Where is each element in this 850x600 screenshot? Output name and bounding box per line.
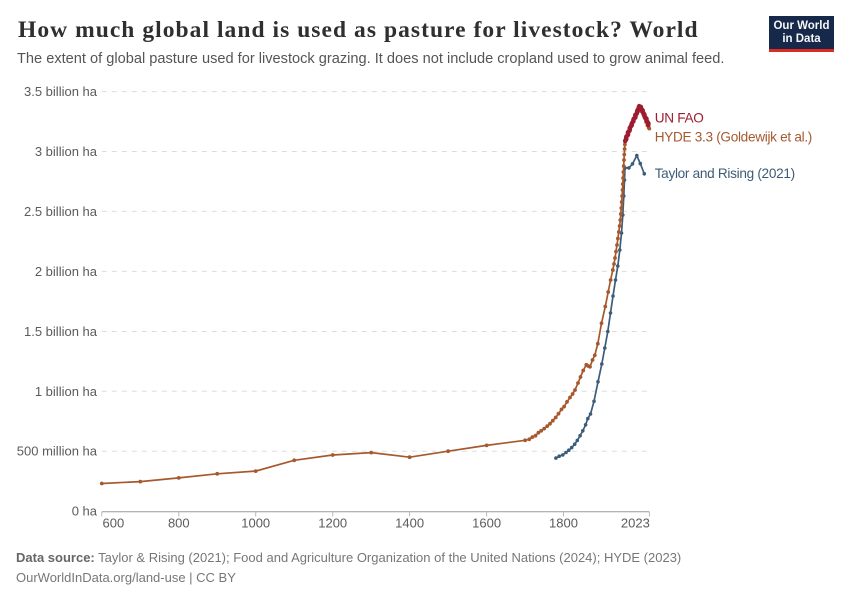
svg-text:2 billion ha: 2 billion ha [35, 264, 98, 279]
svg-text:1600: 1600 [472, 516, 501, 531]
svg-text:500 million ha: 500 million ha [17, 444, 98, 459]
svg-text:3 billion ha: 3 billion ha [35, 144, 98, 159]
svg-text:0 ha: 0 ha [72, 504, 98, 519]
svg-text:1400: 1400 [395, 516, 424, 531]
svg-text:800: 800 [168, 516, 190, 531]
svg-text:1000: 1000 [241, 516, 270, 531]
svg-text:HYDE 3.3 (Goldewijk et al.): HYDE 3.3 (Goldewijk et al.) [655, 130, 812, 145]
svg-text:UN FAO: UN FAO [655, 110, 704, 125]
svg-text:1.5 billion ha: 1.5 billion ha [24, 324, 98, 339]
svg-text:1200: 1200 [318, 516, 347, 531]
svg-text:600: 600 [103, 516, 125, 531]
svg-text:2.5 billion ha: 2.5 billion ha [24, 204, 98, 219]
svg-text:2023: 2023 [621, 516, 650, 531]
svg-text:3.5 billion ha: 3.5 billion ha [24, 84, 98, 99]
svg-text:1800: 1800 [549, 516, 578, 531]
svg-text:1 billion ha: 1 billion ha [35, 384, 98, 399]
svg-text:Taylor and Rising (2021): Taylor and Rising (2021) [655, 166, 795, 181]
